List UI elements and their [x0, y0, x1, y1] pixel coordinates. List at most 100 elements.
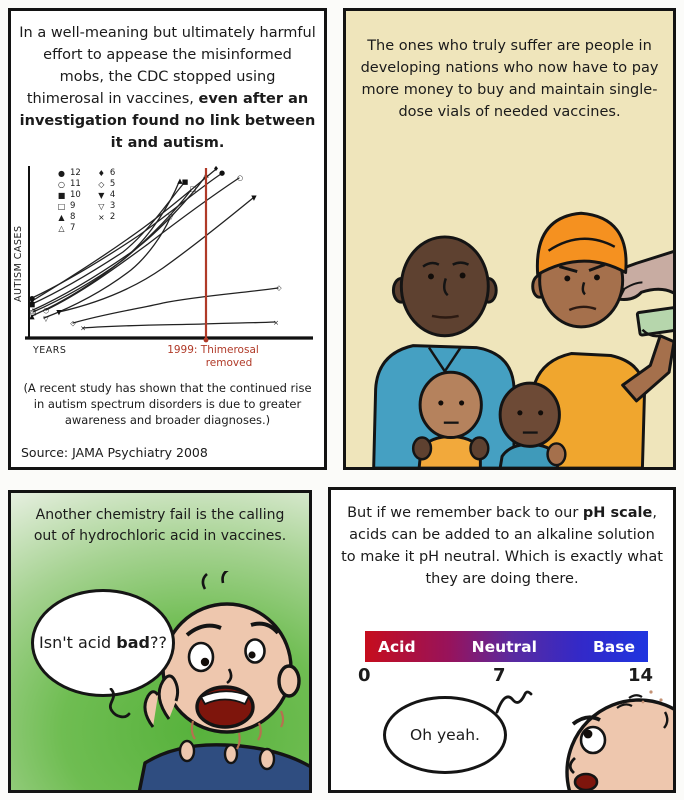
child-figure-right [498, 381, 567, 467]
svg-text:▲: ▲ [29, 313, 35, 321]
legend-item: ○ 11 [57, 179, 81, 190]
svg-text:○: ○ [237, 174, 243, 182]
legend-marker-icon: ▽ [98, 202, 105, 212]
chart-legend: ● 12 ○ 11 ■ 10 □ 9 ▲ 8 △ 7 ♦ 6 ◇ 5 ▼ 4 ▽ 3 × 2 [57, 168, 116, 234]
svg-text:△: △ [30, 307, 36, 315]
legend-item: ▼ 4 [97, 190, 115, 201]
legend-item: ■ 10 [57, 190, 81, 201]
legend-label: 4 [109, 190, 116, 201]
speech-bubble-tail-squiggle [495, 690, 533, 714]
svg-text:▽: ▽ [43, 315, 49, 323]
legend-label: 10 [70, 190, 81, 201]
speech-bubble-tail [109, 688, 131, 719]
legend-marker-icon: ◇ [98, 180, 105, 190]
legend-item: ♦ 6 [97, 168, 116, 179]
y-axis-label: AUTISM CASES [13, 226, 24, 303]
ph-scale-bar: Acid Neutral Base [365, 631, 648, 662]
legend-item: ▽ 3 [97, 201, 115, 212]
legend-item: □ 9 [57, 201, 81, 212]
svg-text:♦: ♦ [213, 165, 219, 173]
ph-tick-14: 14 [627, 665, 653, 686]
chart-series-markers: ● ● ○ ○ ■ ■ □ □ ▲ ▲ △ △ ♦ ♦ ◇ ◇ ▼ ▼ ▽ ▽ × × [29, 165, 283, 333]
speech-bubble-acid: Isn't acid bad?? [31, 589, 175, 697]
legend-label: 12 [70, 168, 81, 179]
x-axis-label: YEARS [32, 345, 66, 356]
legend-marker-icon: □ [57, 202, 66, 212]
svg-text:□: □ [190, 185, 197, 193]
ph-label-base: Base [592, 637, 635, 656]
legend-label: 8 [70, 212, 76, 223]
legend-marker-icon: × [97, 213, 105, 223]
panel-cdc-thimerosal: In a well-meaning but ultimately harmful… [8, 8, 327, 470]
legend-marker-icon: ▼ [98, 191, 105, 201]
legend-marker-icon: ■ [57, 191, 66, 201]
peeking-face-illustration [565, 690, 673, 790]
svg-text:×: × [273, 319, 279, 327]
sweat-marks-icon [201, 571, 229, 590]
money-bill [635, 306, 673, 338]
svg-text:◇: ◇ [70, 320, 76, 328]
panel1-text-regular: In a well-meaning but ultimately harmful… [19, 25, 316, 108]
legend-marker-icon: ○ [58, 180, 65, 190]
legend-marker-icon: ▲ [58, 213, 65, 223]
ph-label-neutral: Neutral [471, 637, 537, 656]
legend-label: 6 [109, 168, 116, 179]
svg-text:■: ■ [182, 178, 189, 186]
legend-marker-icon: ● [58, 169, 65, 179]
svg-text:○: ○ [43, 307, 49, 315]
ph-scale-ticks: 0 7 14 [358, 665, 653, 686]
ph-tick-7: 7 [492, 665, 506, 686]
melting-skin-drips [190, 710, 285, 750]
autism-chart-canvas: AUTISM CASES YEARS [13, 165, 313, 369]
annotation-line1: 1999: Thimerosal [167, 344, 259, 356]
thimerosal-line-dot [203, 337, 209, 343]
legend-marker-icon: ♦ [97, 169, 105, 179]
freckles [641, 690, 663, 704]
legend-label: 5 [109, 179, 116, 190]
ph-tick-0: 0 [358, 665, 371, 686]
panel1-text: In a well-meaning but ultimately harmful… [11, 11, 324, 154]
svg-text:♦: ♦ [29, 298, 35, 306]
panel3-text: Another chemistry fail is the calling ou… [33, 507, 287, 545]
panel1-text-bold: even after an investigation found no lin… [19, 91, 316, 152]
panel-ph-scale: But if we remember back to our pH scale,… [328, 487, 676, 793]
legend-item: ▲ 8 [57, 212, 81, 223]
svg-text:◇: ◇ [276, 284, 282, 292]
legend-label: 7 [70, 223, 76, 234]
panel4-text: But if we remember back to our pH scale,… [341, 505, 663, 588]
svg-text:●: ● [219, 169, 225, 177]
svg-text:▲: ▲ [177, 177, 183, 185]
raised-hand [143, 674, 180, 728]
legend-label: 9 [70, 201, 76, 212]
child-figure-left [411, 370, 490, 467]
chart-series-lines [31, 169, 279, 329]
svg-text:□: □ [30, 309, 37, 317]
chart-caption: (A recent study has shown that the conti… [23, 381, 312, 428]
svg-text:▼: ▼ [251, 194, 257, 202]
legend-item: × 2 [97, 212, 115, 223]
speech-bubble-acid-text: Isn't acid bad?? [39, 633, 167, 653]
legend-item: △ 7 [57, 223, 81, 234]
panel2-text: The ones who truly suffer are people in … [360, 38, 659, 121]
legend-label: 3 [109, 201, 116, 212]
legend-marker-icon: △ [58, 224, 65, 234]
family-illustration [372, 211, 673, 467]
ph-label-acid: Acid [378, 637, 416, 656]
woman-figure [528, 211, 673, 467]
speech-bubble-oh-yeah-text: Oh yeah. [410, 726, 480, 744]
source-citation: Source: JAMA Psychiatry 2008 [21, 445, 208, 460]
panel-acid-fail: Another chemistry fail is the calling ou… [8, 490, 312, 793]
panicked-man-illustration [137, 571, 309, 790]
svg-text:×: × [80, 325, 86, 333]
svg-text:▽: ▽ [168, 213, 174, 221]
svg-text:▼: ▼ [56, 309, 62, 317]
legend-label: 11 [70, 179, 81, 190]
annotation-line2: removed [206, 357, 253, 369]
legend-item: ● 12 [57, 168, 81, 179]
speech-bubble-oh-yeah: Oh yeah. [383, 696, 507, 774]
svg-text:■: ■ [29, 301, 36, 309]
legend-item: ◇ 5 [97, 179, 115, 190]
panel-developing-nations: The ones who truly suffer are people in … [343, 8, 676, 470]
svg-text:●: ● [29, 295, 35, 303]
